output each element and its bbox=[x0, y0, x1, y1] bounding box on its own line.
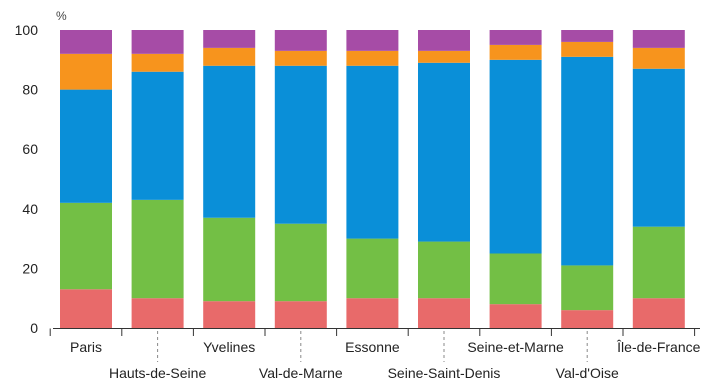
bar-segment bbox=[131, 53, 184, 72]
bar-segment bbox=[60, 30, 112, 54]
bar-stack bbox=[561, 30, 614, 328]
y-tick-label: 20 bbox=[22, 260, 38, 276]
bar-segment bbox=[489, 59, 542, 254]
bar-segment bbox=[346, 65, 399, 239]
bar-segment bbox=[60, 89, 112, 203]
bar-stack bbox=[203, 30, 256, 328]
bar-segment bbox=[632, 68, 685, 227]
bar-stack bbox=[131, 30, 184, 328]
bar-segment bbox=[60, 289, 112, 328]
bar-segment bbox=[60, 53, 112, 90]
bar-segment bbox=[274, 223, 327, 302]
bar-segment bbox=[632, 47, 685, 69]
y-tick-label: 100 bbox=[15, 22, 39, 38]
bar-segment bbox=[60, 202, 112, 290]
bar-segment bbox=[632, 298, 685, 328]
x-tick-label: Essonne bbox=[345, 339, 400, 355]
bar-segment bbox=[131, 30, 184, 54]
bar-segment bbox=[203, 217, 256, 302]
x-tick-label: Val-de-Marne bbox=[259, 365, 343, 380]
bar-segment bbox=[561, 30, 614, 42]
bar-segment bbox=[632, 30, 685, 48]
bar-segment bbox=[346, 50, 399, 66]
y-tick-label: 80 bbox=[22, 82, 38, 98]
bar-segment bbox=[418, 298, 470, 328]
y-axis: % 0 20 40 60 80 100 bbox=[15, 9, 67, 336]
bar-segment bbox=[418, 241, 470, 299]
x-tick-label: Île-de-France bbox=[616, 339, 700, 355]
x-axis: Paris Hauts-de-Seine Yvelines Val-de-MarneE… bbox=[49, 328, 701, 380]
bar-segment bbox=[489, 30, 542, 45]
y-tick-label: 60 bbox=[22, 141, 38, 157]
bar-segment bbox=[489, 253, 542, 305]
bar-segment bbox=[418, 62, 470, 242]
bar-segment bbox=[346, 238, 399, 299]
bar-stack bbox=[489, 30, 542, 328]
bar-stack bbox=[274, 30, 327, 328]
bar-segment bbox=[274, 301, 327, 328]
bar-segment bbox=[489, 44, 542, 60]
x-tick-label: Yvelines bbox=[203, 339, 255, 355]
x-tick-label: Paris bbox=[70, 339, 102, 355]
y-tick-label: 40 bbox=[22, 201, 38, 217]
x-tick-label: Hauts-de-Seine bbox=[109, 365, 206, 380]
bar-segment bbox=[131, 298, 184, 328]
y-unit-label: % bbox=[56, 9, 67, 23]
bar-segment bbox=[561, 41, 614, 57]
bar-segment bbox=[274, 65, 327, 224]
bar-segment bbox=[561, 265, 614, 311]
bar-segment bbox=[418, 50, 470, 63]
bar-segment bbox=[274, 30, 327, 51]
bar-segment bbox=[561, 310, 614, 328]
bars bbox=[60, 30, 685, 328]
bar-segment bbox=[418, 30, 470, 51]
bar-segment bbox=[274, 50, 327, 66]
bar-stack bbox=[632, 30, 685, 328]
bar-segment bbox=[561, 56, 614, 266]
bar-segment bbox=[203, 301, 256, 328]
bar-segment bbox=[203, 30, 256, 48]
y-tick-label: 0 bbox=[30, 320, 38, 336]
bar-stack bbox=[346, 30, 399, 328]
bar-segment bbox=[346, 298, 399, 328]
bar-segment bbox=[346, 30, 399, 51]
bar-segment bbox=[203, 47, 256, 66]
bar-stack bbox=[60, 30, 112, 328]
x-tick-label: Seine-et-Marne bbox=[467, 339, 564, 355]
x-tick-label: Val-d'Oise bbox=[556, 365, 619, 380]
bar-stack bbox=[418, 30, 470, 328]
bar-segment bbox=[131, 71, 184, 200]
bar-segment bbox=[489, 304, 542, 328]
bar-segment bbox=[131, 199, 184, 299]
x-tick-label: Seine-Saint-Denis bbox=[388, 365, 501, 380]
bar-segment bbox=[203, 65, 256, 218]
bar-segment bbox=[632, 226, 685, 299]
